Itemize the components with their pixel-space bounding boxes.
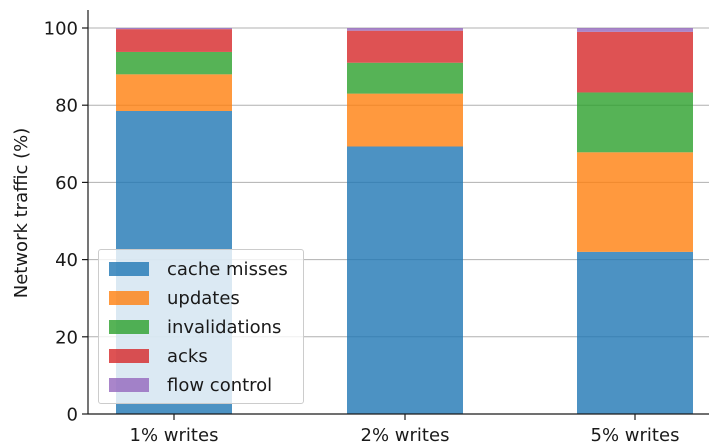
legend-label: cache misses: [167, 258, 288, 280]
legend-swatch: [109, 291, 149, 305]
bars-group: [116, 28, 693, 415]
bar-segment: [347, 30, 463, 63]
legend-swatch: [109, 262, 149, 276]
legend-label: flow control: [167, 374, 273, 396]
bar-segment: [347, 146, 463, 414]
legend-item: flow control: [109, 374, 273, 396]
legend-label: updates: [167, 287, 240, 309]
bar-segment: [577, 92, 693, 153]
bar-segment: [347, 28, 463, 31]
y-tick-label: 20: [55, 327, 78, 348]
y-tick-label: 80: [55, 96, 78, 117]
bar-segment: [116, 28, 232, 30]
y-tick-label: 100: [44, 19, 78, 40]
y-tick-label: 0: [67, 405, 78, 426]
bar-segment: [116, 74, 232, 111]
legend-label: invalidations: [167, 316, 282, 338]
axes: 0 20 40 60 80 100 1% writes 2% writes 5% writes: [44, 10, 709, 445]
legend-swatch: [109, 378, 149, 392]
legend-label: acks: [167, 345, 208, 367]
legend-swatch: [109, 320, 149, 334]
bar-segment: [347, 93, 463, 147]
x-tick-label: 2% writes: [361, 425, 450, 445]
x-tick-label: 1% writes: [130, 425, 219, 445]
legend-item: updates: [109, 287, 240, 309]
bar-segment: [347, 62, 463, 94]
y-tick-label: 60: [55, 173, 78, 194]
bar-segment: [577, 28, 693, 32]
bar-segment: [116, 29, 232, 52]
legend: cache misses updates invalidations acks flow…: [98, 249, 304, 404]
x-tick-label: 5% writes: [591, 425, 680, 445]
legend-swatch: [109, 349, 149, 363]
bar-segment: [577, 31, 693, 93]
bar-segment: [116, 51, 232, 75]
legend-item: acks: [109, 345, 208, 367]
bar-segment: [577, 152, 693, 252]
legend-item: cache misses: [109, 258, 288, 280]
y-axis-label: Network traffic (%): [11, 128, 32, 299]
y-tick-label: 40: [55, 250, 78, 271]
legend-item: invalidations: [109, 316, 282, 338]
bar-segment: [577, 251, 693, 414]
